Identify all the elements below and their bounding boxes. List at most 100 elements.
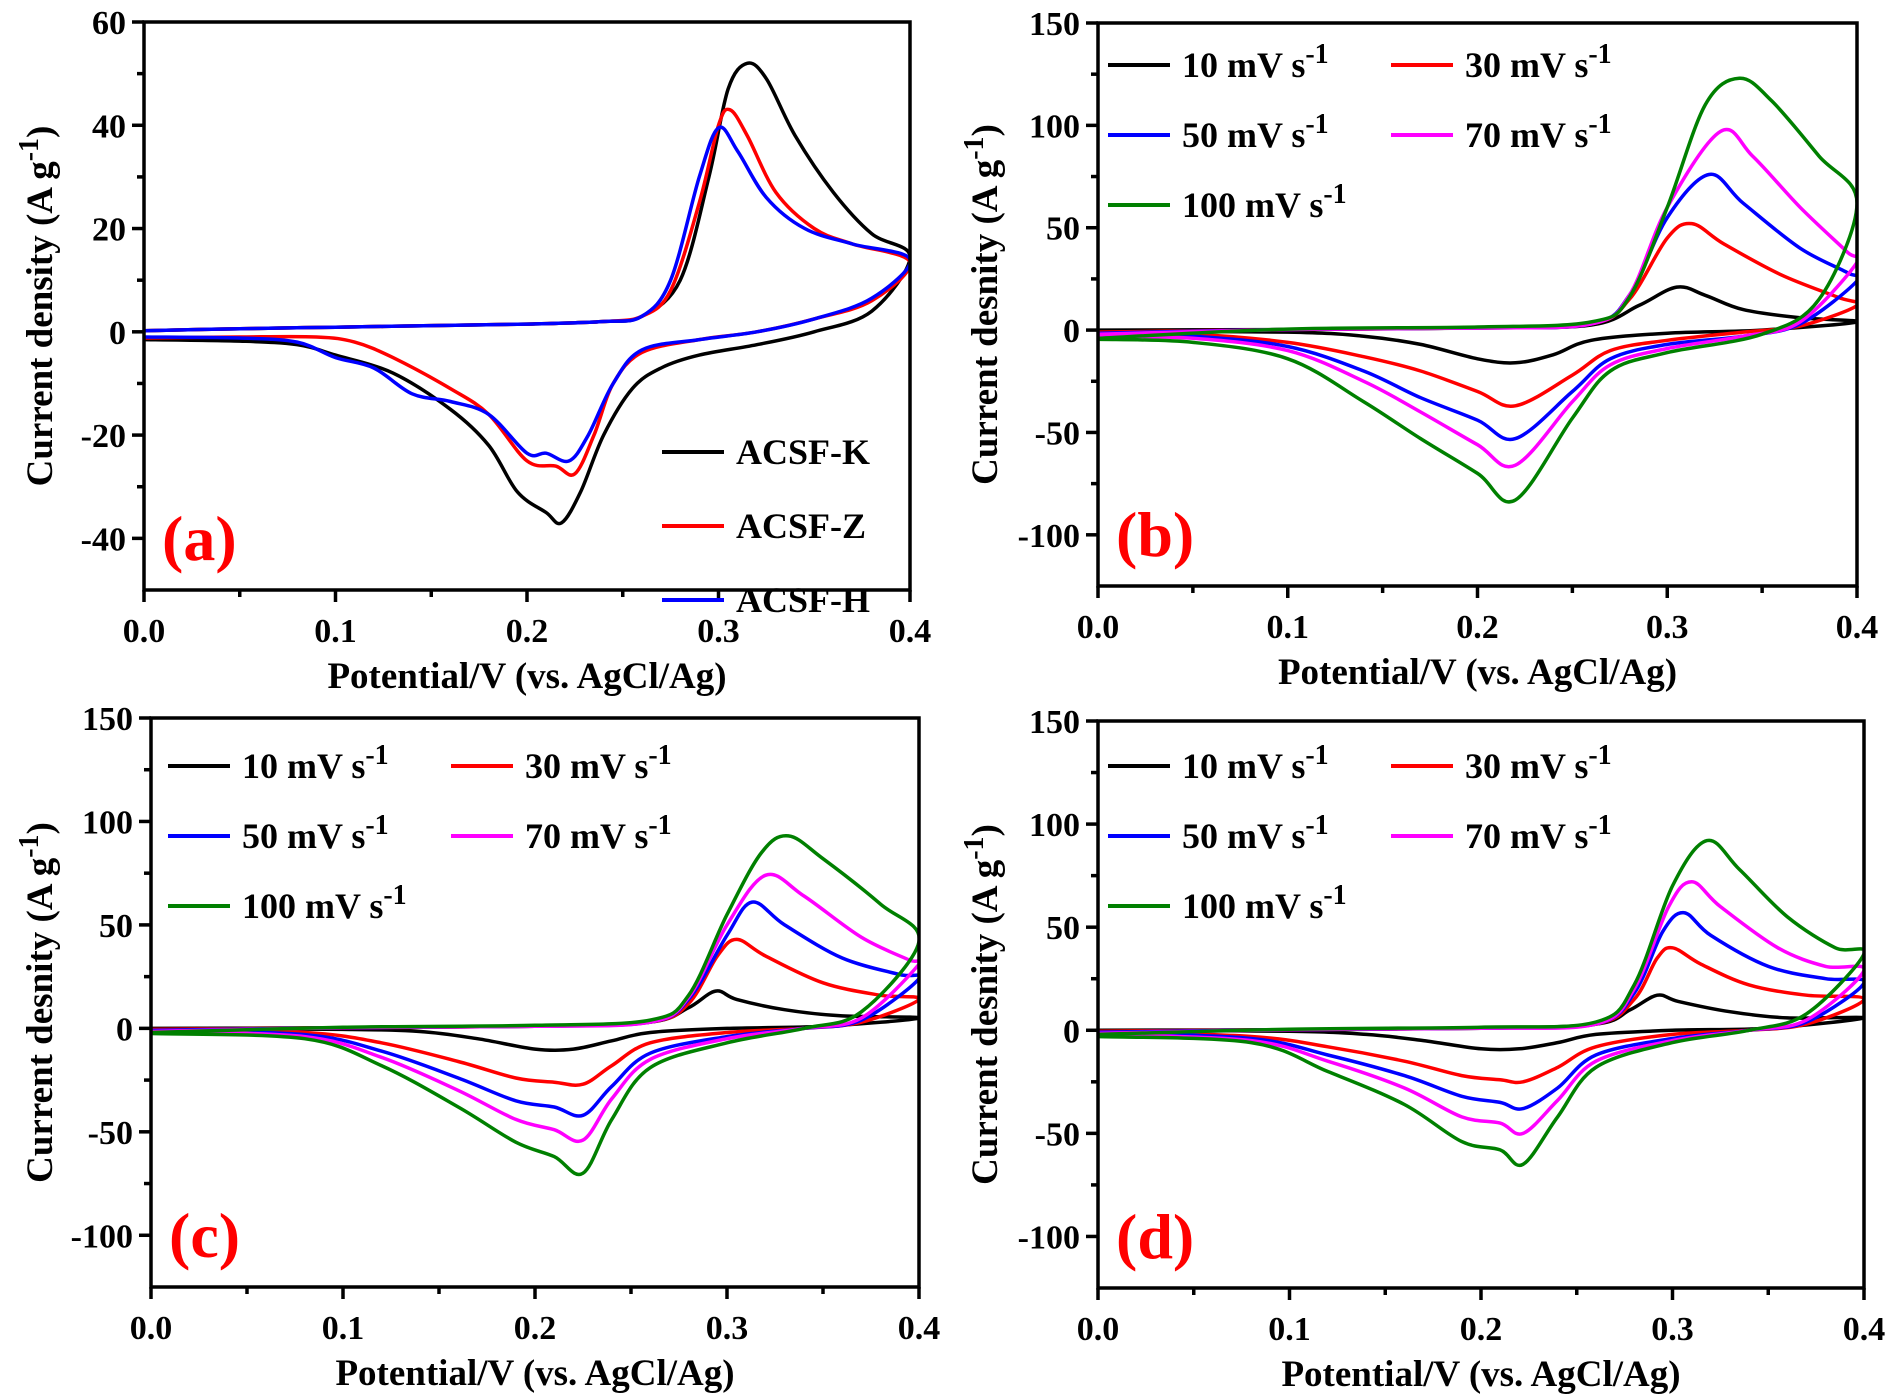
series-1-curve — [144, 107, 910, 477]
y-tick-label: -20 — [81, 418, 126, 455]
x-tick-label: 0.2 — [514, 1310, 557, 1347]
legend-label: 70 mV s-1 — [1465, 109, 1612, 155]
x-tick-label: 0.4 — [1843, 1311, 1886, 1348]
legend-label: 50 mV s-1 — [1182, 810, 1329, 856]
y-tick-label: -40 — [81, 521, 126, 558]
series-2-curve — [144, 125, 910, 464]
y-tick-label: -100 — [71, 1218, 133, 1255]
x-tick-label: 0.2 — [1460, 1311, 1503, 1348]
plot-area — [151, 834, 919, 1177]
series-4-curve — [1098, 76, 1857, 504]
legend-item: 100 mV s-1 — [1108, 880, 1347, 926]
x-tick-label: 0.0 — [123, 613, 166, 650]
legend-item: 10 mV s-1 — [168, 740, 389, 786]
legend-label: 10 mV s-1 — [242, 740, 389, 786]
series-3-curve — [1098, 127, 1857, 469]
legend-label: 100 mV s-1 — [242, 880, 407, 926]
x-axis-label: Potential/V (vs. AgCl/Ag) — [327, 656, 726, 697]
x-tick-label: 0.3 — [697, 613, 740, 650]
x-tick-label: 0.3 — [706, 1310, 749, 1347]
axis-frame — [142, 20, 912, 592]
axis-frame — [149, 716, 921, 1289]
plot-area — [144, 61, 910, 526]
legend-label: ACSF-H — [736, 580, 870, 620]
panel-a: 0.0 0.1 0.2 0.3 0.4 -40 -20 0 20 40 60 Potential/V … — [14, 5, 931, 697]
x-tick-label: 0.4 — [1836, 609, 1879, 646]
plot-area — [1098, 76, 1857, 504]
legend-label: 50 mV s-1 — [242, 810, 389, 856]
x-tick-label: 0.3 — [1646, 609, 1689, 646]
legend: 10 mV s-1 30 mV s-1 50 mV s-1 70 mV s-1 100 … — [1108, 39, 1612, 225]
y-axis-label: Current density (A g-1) — [14, 126, 61, 487]
x-axis-label: Potential/V (vs. AgCl/Ag) — [335, 1353, 734, 1394]
legend-item: 30 mV s-1 — [1391, 39, 1612, 85]
series-4-curve — [1098, 838, 1864, 1168]
legend-label: 70 mV s-1 — [525, 810, 672, 856]
legend: ACSF-K ACSF-Z ACSF-H — [662, 432, 870, 620]
y-axis-label: Current desnity (A g-1) — [959, 824, 1006, 1185]
x-tick-label: 0.1 — [1267, 609, 1310, 646]
y-axis-label: Current desnity (A g-1) — [14, 822, 61, 1183]
legend-item: 70 mV s-1 — [451, 810, 672, 856]
axis-frame — [1096, 21, 1859, 588]
panel-label: (b) — [1116, 499, 1194, 570]
legend-label: 30 mV s-1 — [1465, 39, 1612, 85]
legend-item: 50 mV s-1 — [1108, 810, 1329, 856]
legend-label: ACSF-Z — [736, 506, 866, 546]
legend-label: 50 mV s-1 — [1182, 109, 1329, 155]
y-tick-label: -100 — [1018, 1219, 1080, 1256]
panel-label: (a) — [162, 503, 237, 574]
x-tick-label: 0.1 — [322, 1310, 365, 1347]
series-2-curve — [151, 900, 919, 1118]
series-3-curve — [151, 872, 919, 1144]
y-tick-label: 50 — [99, 908, 133, 945]
axis-frame — [1096, 719, 1866, 1290]
y-tick-label: 50 — [1046, 910, 1080, 947]
panel-d: 0.0 0.1 0.2 0.3 0.4 -100 -50 0 50 100 150 Potential… — [959, 704, 1885, 1395]
legend-item: ACSF-H — [662, 580, 870, 620]
y-tick-label: -50 — [1035, 415, 1080, 452]
y-tick-label: 150 — [82, 701, 133, 738]
y-tick-label: -100 — [1018, 518, 1080, 555]
legend-item: 100 mV s-1 — [168, 880, 407, 926]
series-0-curve — [1098, 285, 1857, 365]
y-tick-label: 150 — [1029, 704, 1080, 741]
x-tick-label: 0.2 — [506, 613, 549, 650]
legend: 10 mV s-1 30 mV s-1 50 mV s-1 70 mV s-1 100 … — [1108, 740, 1612, 926]
panel-c: 0.0 0.1 0.2 0.3 0.4 -100 -50 0 50 100 150 Potential… — [14, 701, 940, 1394]
series-0-curve — [151, 989, 919, 1052]
legend-item: ACSF-Z — [662, 506, 866, 546]
series-4-curve — [151, 834, 919, 1177]
legend-label: 10 mV s-1 — [1182, 740, 1329, 786]
legend-item: 30 mV s-1 — [451, 740, 672, 786]
panel-label: (d) — [1116, 1201, 1194, 1272]
y-tick-label: 150 — [1029, 6, 1080, 43]
legend-label: ACSF-K — [736, 432, 870, 472]
x-tick-label: 0.4 — [889, 613, 932, 650]
y-tick-label: 20 — [92, 212, 126, 249]
x-axis-label: Potential/V (vs. AgCl/Ag) — [1278, 652, 1677, 693]
panel-label: (c) — [169, 1200, 240, 1271]
series-0-curve — [1098, 993, 1864, 1052]
y-tick-label: -50 — [1035, 1116, 1080, 1153]
legend-item: 50 mV s-1 — [1108, 109, 1329, 155]
legend-label: 100 mV s-1 — [1182, 880, 1347, 926]
y-tick-label: 50 — [1046, 211, 1080, 248]
panel-b: 0.0 0.1 0.2 0.3 0.4 -100 -50 0 50 100 150 Potential… — [959, 6, 1878, 693]
legend: 10 mV s-1 30 mV s-1 50 mV s-1 70 mV s-1 100 … — [168, 740, 672, 926]
x-tick-label: 0.0 — [1077, 1311, 1120, 1348]
x-tick-label: 0.2 — [1456, 609, 1499, 646]
legend-label: 10 mV s-1 — [1182, 39, 1329, 85]
legend-item: 100 mV s-1 — [1108, 179, 1347, 225]
series-1-curve — [1098, 221, 1857, 408]
y-tick-label: 40 — [92, 108, 126, 145]
y-tick-label: 0 — [116, 1011, 133, 1048]
x-tick-label: 0.4 — [898, 1310, 941, 1347]
legend-item: 10 mV s-1 — [1108, 39, 1329, 85]
x-tick-label: 0.0 — [130, 1310, 173, 1347]
legend-label: 30 mV s-1 — [525, 740, 672, 786]
y-tick-label: 0 — [1063, 313, 1080, 350]
y-tick-label: -50 — [88, 1115, 133, 1152]
y-tick-label: 100 — [1029, 807, 1080, 844]
y-tick-label: 0 — [109, 315, 126, 352]
